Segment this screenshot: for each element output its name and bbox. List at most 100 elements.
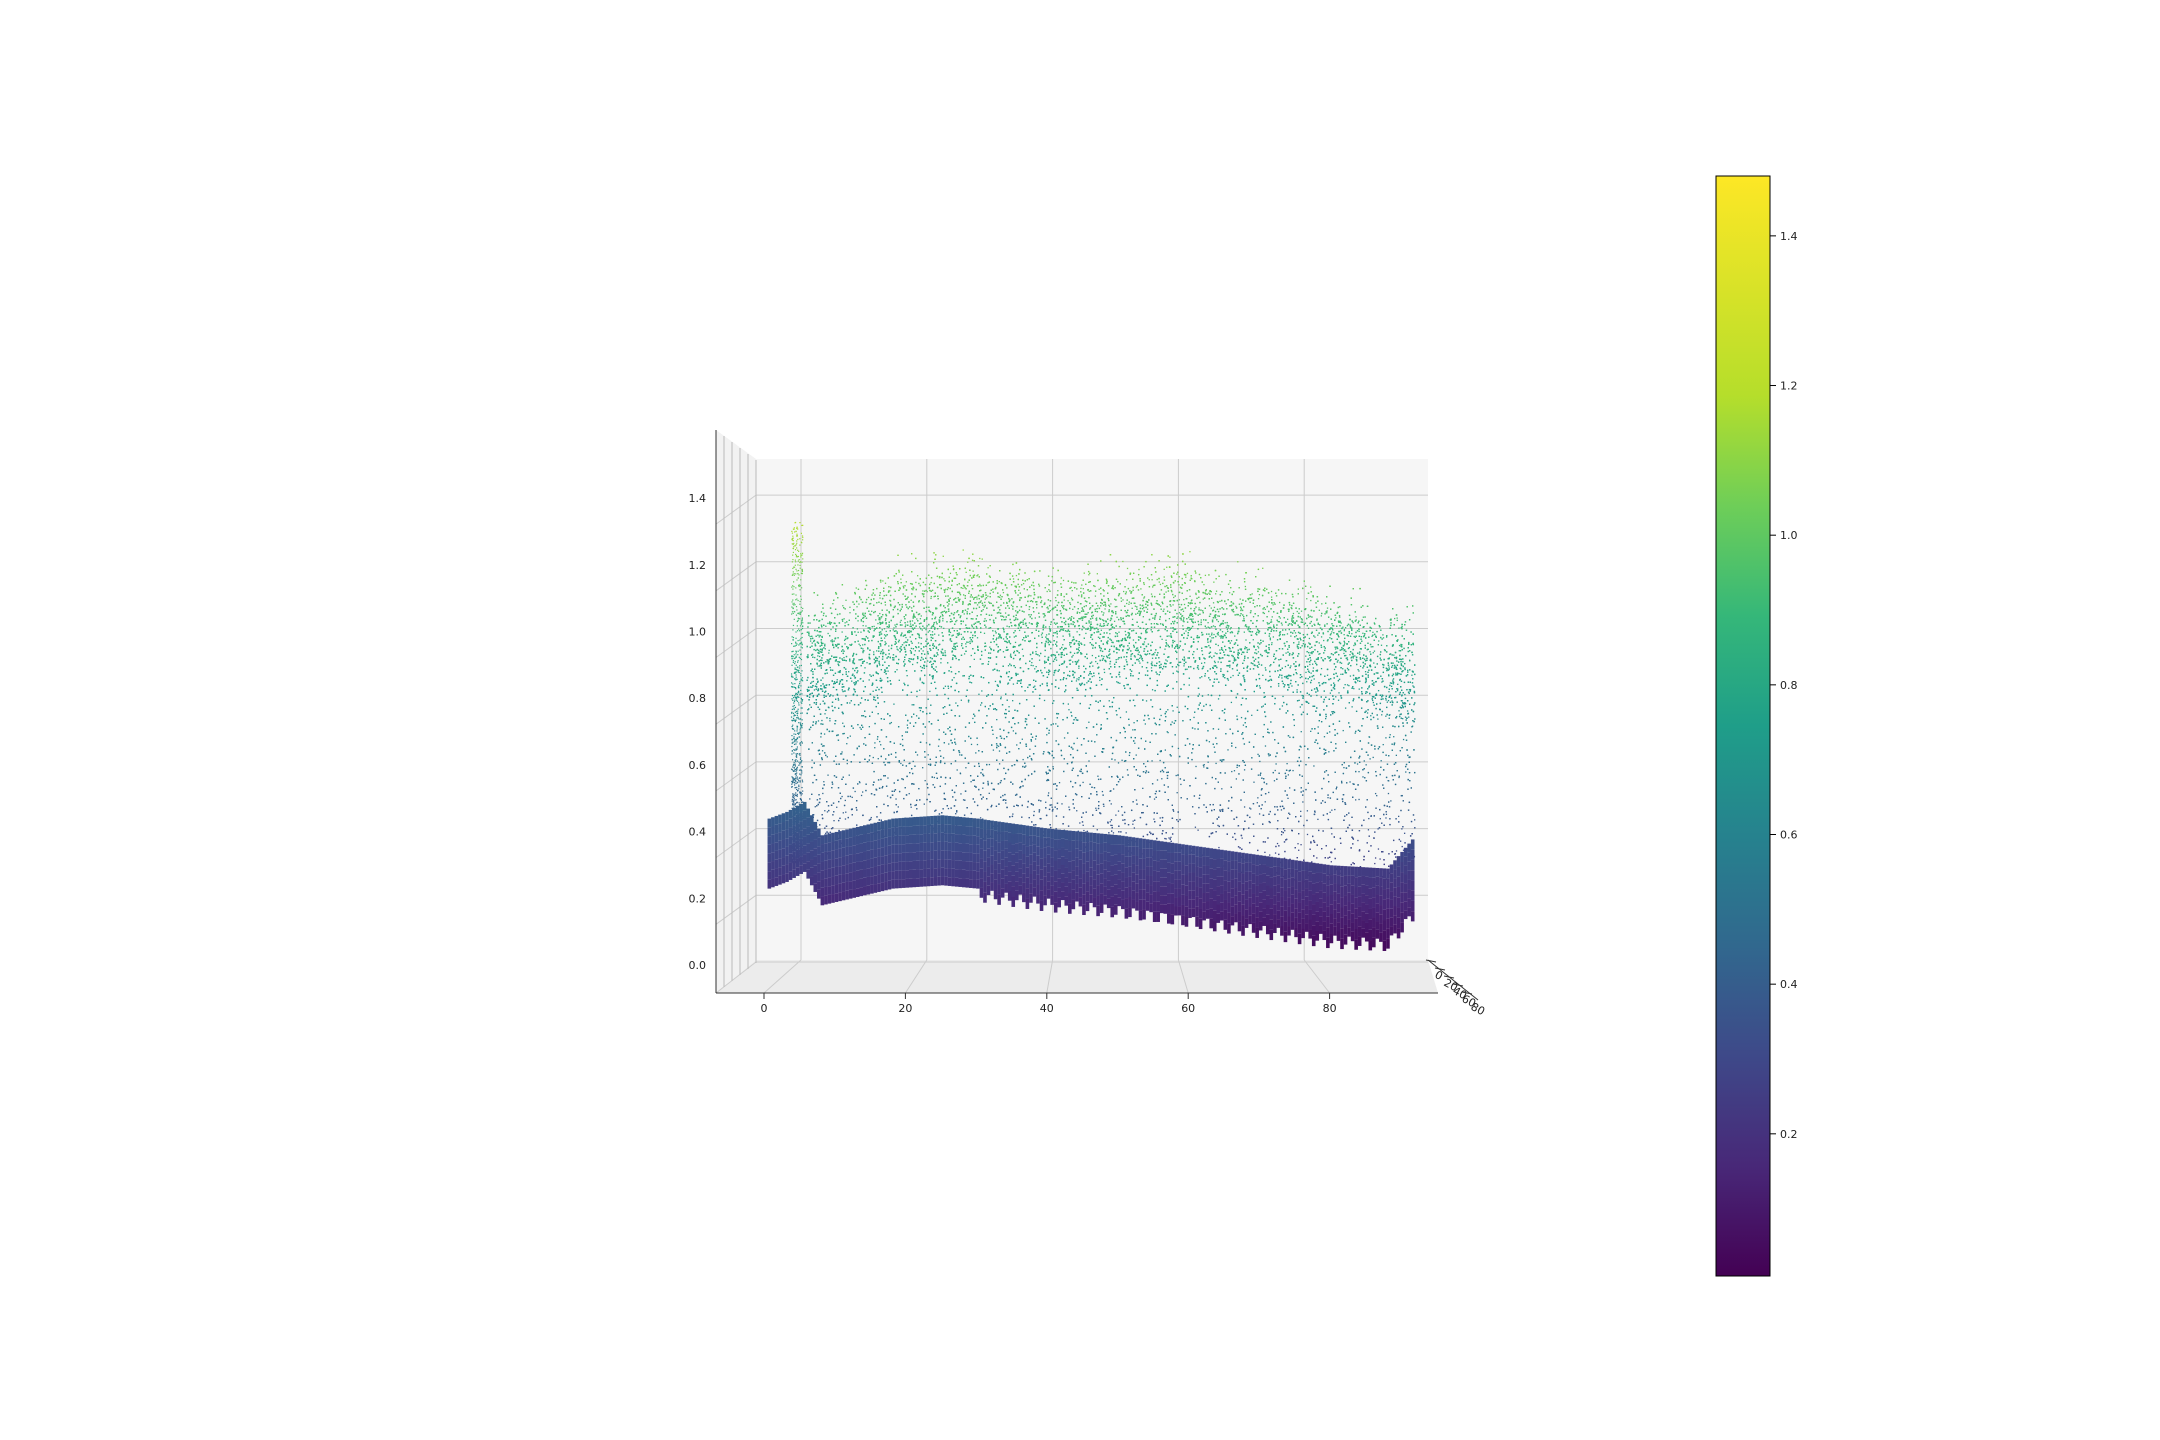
scatter-point — [881, 639, 883, 642]
scatter-band-cell — [788, 844, 793, 854]
scatter-point — [809, 640, 812, 642]
scatter-band-cell — [923, 825, 927, 834]
scatter-band-cell — [887, 836, 892, 846]
scatter-band-cell — [788, 827, 793, 837]
scatter-band-cell — [1379, 895, 1383, 906]
scatter-point — [934, 820, 936, 823]
scatter-band-cell — [997, 852, 1001, 864]
scatter-band-cell — [1156, 861, 1160, 872]
scatter-band-cell — [1304, 870, 1309, 880]
scatter-band-cell — [1110, 896, 1115, 907]
scatter-band-cell — [809, 832, 814, 842]
scatter-band-cell — [1251, 913, 1256, 923]
scatter-band-cell — [1096, 833, 1100, 844]
scatter-point — [1343, 766, 1345, 769]
scatter-band-cell — [1068, 841, 1072, 852]
scatter-point — [901, 738, 904, 741]
scatter-band-cell — [1166, 913, 1171, 924]
scatter-point — [1362, 776, 1364, 778]
scatter-point — [1086, 682, 1088, 684]
scatter-point — [1211, 632, 1213, 634]
scatter-point — [965, 767, 967, 769]
scatter-band-cell — [1357, 886, 1362, 897]
scatter-point — [955, 813, 957, 815]
scatter-point — [903, 682, 905, 684]
scatter-point — [909, 636, 911, 638]
scatter-band-cell — [986, 876, 991, 886]
scatter-point — [1166, 731, 1168, 733]
scatter-point — [1037, 832, 1039, 834]
scatter-band-cell — [1029, 883, 1033, 894]
scatter-point — [1171, 646, 1173, 648]
scatter-band-cell — [990, 820, 994, 830]
scatter-band-cell — [1085, 881, 1090, 892]
scatter-point — [1032, 841, 1034, 844]
scatter-band-cell — [1308, 929, 1312, 939]
scatter-band-cell — [1301, 899, 1305, 910]
scatter-point — [1158, 581, 1160, 583]
scatter-point — [1108, 700, 1110, 702]
scatter-point — [842, 722, 844, 724]
scatter-band-cell — [873, 822, 878, 832]
scatter-point — [1398, 650, 1400, 652]
scatter-band-cell — [1354, 866, 1358, 878]
scatter-band-cell — [831, 832, 835, 842]
scatter-point — [1397, 683, 1399, 686]
scatter-band-cell — [1393, 860, 1397, 870]
scatter-band-cell — [1011, 854, 1016, 866]
scatter-band-cell — [1195, 866, 1199, 877]
scatter-point — [1260, 789, 1263, 791]
scatter-point — [1372, 756, 1374, 759]
scatter-point — [1012, 730, 1015, 732]
scatter-band-cell — [1022, 873, 1026, 883]
scatter-band-cell — [898, 870, 902, 880]
scatter-band-cell — [1166, 882, 1171, 894]
scatter-band-cell — [1149, 848, 1153, 858]
scatter-point — [858, 603, 860, 605]
scatter-band-cell — [1234, 913, 1238, 923]
scatter-point — [1337, 699, 1340, 701]
scatter-point — [966, 641, 968, 643]
scatter-point — [874, 747, 876, 749]
scatter-point — [862, 644, 864, 646]
scatter-band-cell — [1014, 852, 1019, 863]
scatter-band-cell — [809, 876, 814, 886]
scatter-point — [1382, 637, 1385, 639]
scatter-point — [893, 703, 895, 705]
scatter-band-cell — [1273, 866, 1277, 877]
scatter-point — [946, 588, 949, 591]
scatter-point — [823, 781, 825, 783]
scatter-band-cell — [1022, 853, 1026, 864]
scatter-point — [921, 629, 923, 631]
scatter-band-cell — [1191, 872, 1196, 882]
scatter-band-cell — [1159, 841, 1164, 851]
scatter-point — [1176, 670, 1178, 672]
scatter-point — [907, 826, 909, 828]
scatter-point — [849, 735, 851, 737]
scatter-band-cell — [1343, 905, 1348, 916]
scatter-point — [1324, 624, 1326, 626]
scatter-band-cell — [802, 810, 807, 820]
scatter-band-cell — [1075, 866, 1079, 876]
scatter-point — [1076, 687, 1078, 689]
scatter-band-cell — [792, 869, 796, 878]
scatter-band-cell — [930, 868, 934, 878]
scatter-band-cell — [1212, 848, 1217, 860]
scatter-band-cell — [1163, 886, 1168, 896]
scatter-point — [851, 680, 853, 682]
scatter-point — [1006, 625, 1008, 627]
scatter-band-cell — [1011, 865, 1016, 876]
scatter-band-cell — [1060, 856, 1065, 866]
scatter-band-cell — [894, 827, 899, 836]
scatter-band-cell — [1357, 896, 1362, 907]
scatter-point — [842, 812, 844, 814]
scatter-point — [953, 568, 955, 570]
scatter-point — [1143, 583, 1145, 586]
scatter-point — [1212, 602, 1215, 604]
scatter-band-cell — [1014, 824, 1019, 834]
scatter-band-cell — [1085, 832, 1090, 843]
scatter-point — [1308, 642, 1310, 644]
scatter-band-cell — [1216, 867, 1221, 877]
scatter-point — [841, 751, 843, 753]
scatter-point — [826, 811, 829, 813]
